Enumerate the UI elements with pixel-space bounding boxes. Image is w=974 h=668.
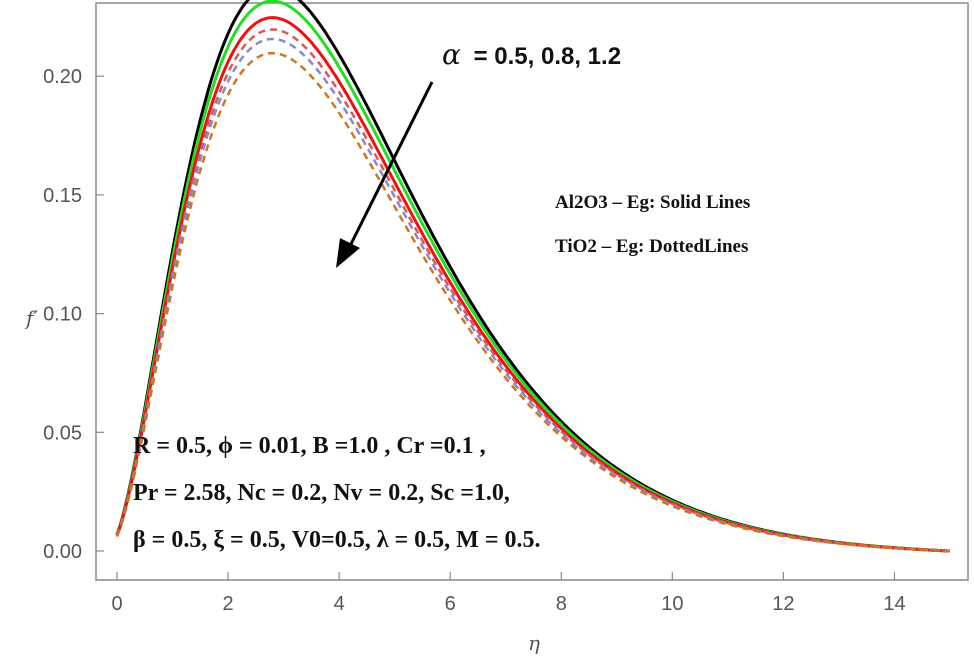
params-line-1: R = 0.5, ϕ = 0.01, B =1.0 , Cr =0.1 ,	[133, 433, 486, 459]
x-tick-label: 10	[661, 593, 683, 615]
y-tick-label: 0.00	[43, 541, 82, 563]
y-axis-label: f′	[24, 306, 38, 330]
x-tick-label: 6	[445, 593, 456, 615]
x-axis-label: η	[528, 631, 540, 655]
axis-ticks: 0 2 4 6 8 10 12 14 0.00 0.05 0.10 0.15 0.20	[43, 66, 906, 615]
series-line-5	[115, 37, 951, 553]
series-line-3	[115, 16, 951, 553]
y-tick-label: 0.10	[43, 304, 82, 326]
y-tick-label: 0.20	[43, 66, 82, 88]
x-tick-label: 4	[334, 593, 345, 615]
params-line-3: β = 0.5, ξ = 0.5, V0=0.5, λ = 0.5, M = 0…	[133, 527, 541, 553]
x-tick-label: 14	[883, 593, 905, 615]
alpha-values: = 0.5, 0.8, 1.2	[474, 43, 621, 70]
y-tick-label: 0.05	[43, 422, 82, 444]
legend-dotted-lines: TiO2 – Eg: DottedLines	[555, 236, 748, 257]
x-tick-label: 8	[556, 593, 567, 615]
series-line-1	[115, 0, 951, 553]
series-line-2	[115, 0, 951, 553]
series-group	[115, 0, 951, 553]
plot-frame	[95, 2, 969, 581]
x-tick-label: 12	[772, 593, 794, 615]
series-line-4	[115, 28, 951, 553]
x-tick-label: 0	[111, 593, 122, 615]
alpha-symbol: α	[442, 38, 461, 71]
legend-solid-lines: Al2O3 – Eg: Solid Lines	[555, 192, 750, 213]
alpha-annotation: α = 0.5, 0.8, 1.2	[442, 38, 621, 71]
alpha-arrow	[346, 81, 434, 251]
y-tick-label: 0.15	[43, 185, 82, 207]
params-line-2: Pr = 2.58, Nc = 0.2, Nv = 0.2, Sc =1.0,	[133, 480, 510, 506]
alpha-arrow-head	[336, 238, 360, 268]
series-line-6	[115, 51, 951, 553]
x-tick-label: 2	[223, 593, 234, 615]
